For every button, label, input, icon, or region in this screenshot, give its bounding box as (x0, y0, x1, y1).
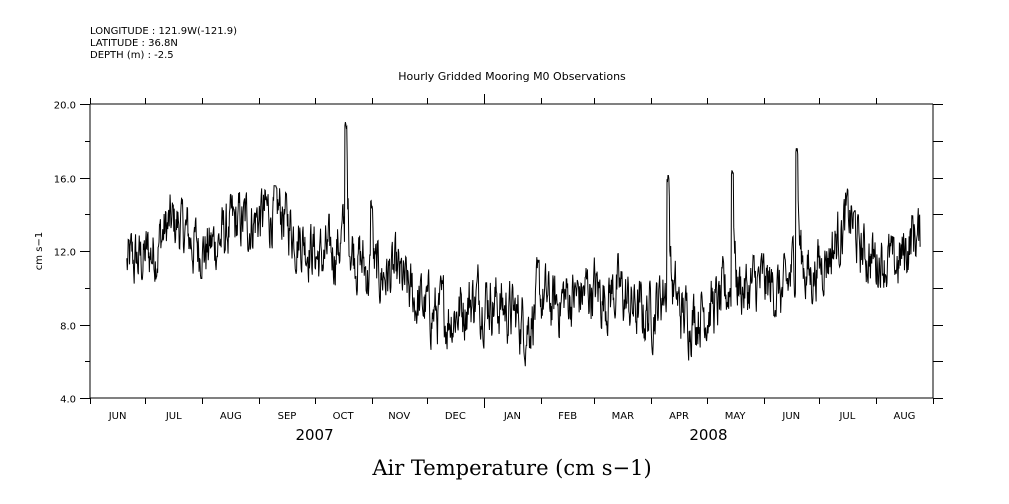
header-longitude: LONGITUDE : 121.9W(-121.9) (90, 26, 237, 37)
x-tick-label: APR (669, 411, 689, 422)
x-year-label: 2008 (689, 426, 727, 444)
x-year-label: 2007 (295, 426, 333, 444)
x-tick-label: SEP (278, 411, 297, 422)
x-tick-label: NOV (388, 411, 410, 422)
chart-title: Hourly Gridded Mooring M0 Observations (398, 70, 626, 83)
y-tick-label: 20.0 (54, 101, 76, 112)
x-tick-label: OCT (333, 411, 355, 422)
x-tick-label: MAR (612, 411, 634, 422)
data-series (126, 122, 921, 367)
x-tick-label: JUL (838, 411, 855, 422)
series-line (126, 122, 921, 367)
x-tick-label: JUL (165, 411, 182, 422)
x-tick-label: JUN (781, 411, 800, 422)
y-tick-label: 12.0 (54, 248, 76, 259)
y-tick-label: 4.0 (60, 395, 76, 406)
y-tick-label: 16.0 (54, 175, 76, 186)
y-axis-label: cm s−1 (34, 232, 45, 270)
x-tick-label: JAN (503, 411, 521, 422)
x-tick-label: AUG (220, 411, 242, 422)
axes: 20.0 16.0 12.0 8.0 4.0 JUN JUL AUG SEP OCT NOV DEC J… (54, 94, 943, 444)
y-tick-label: 8.0 (60, 322, 76, 333)
x-tick-label: MAY (725, 411, 747, 422)
x-tick-label: FEB (558, 411, 577, 422)
header-latitude: LATITUDE : 36.8N (90, 38, 178, 49)
x-tick-label: DEC (445, 411, 466, 422)
x-tick-label: AUG (894, 411, 916, 422)
header-depth: DEPTH (m) : -2.5 (90, 50, 174, 61)
x-tick-label: JUN (108, 411, 127, 422)
bottom-title: Air Temperature (cm s−1) (371, 456, 651, 480)
